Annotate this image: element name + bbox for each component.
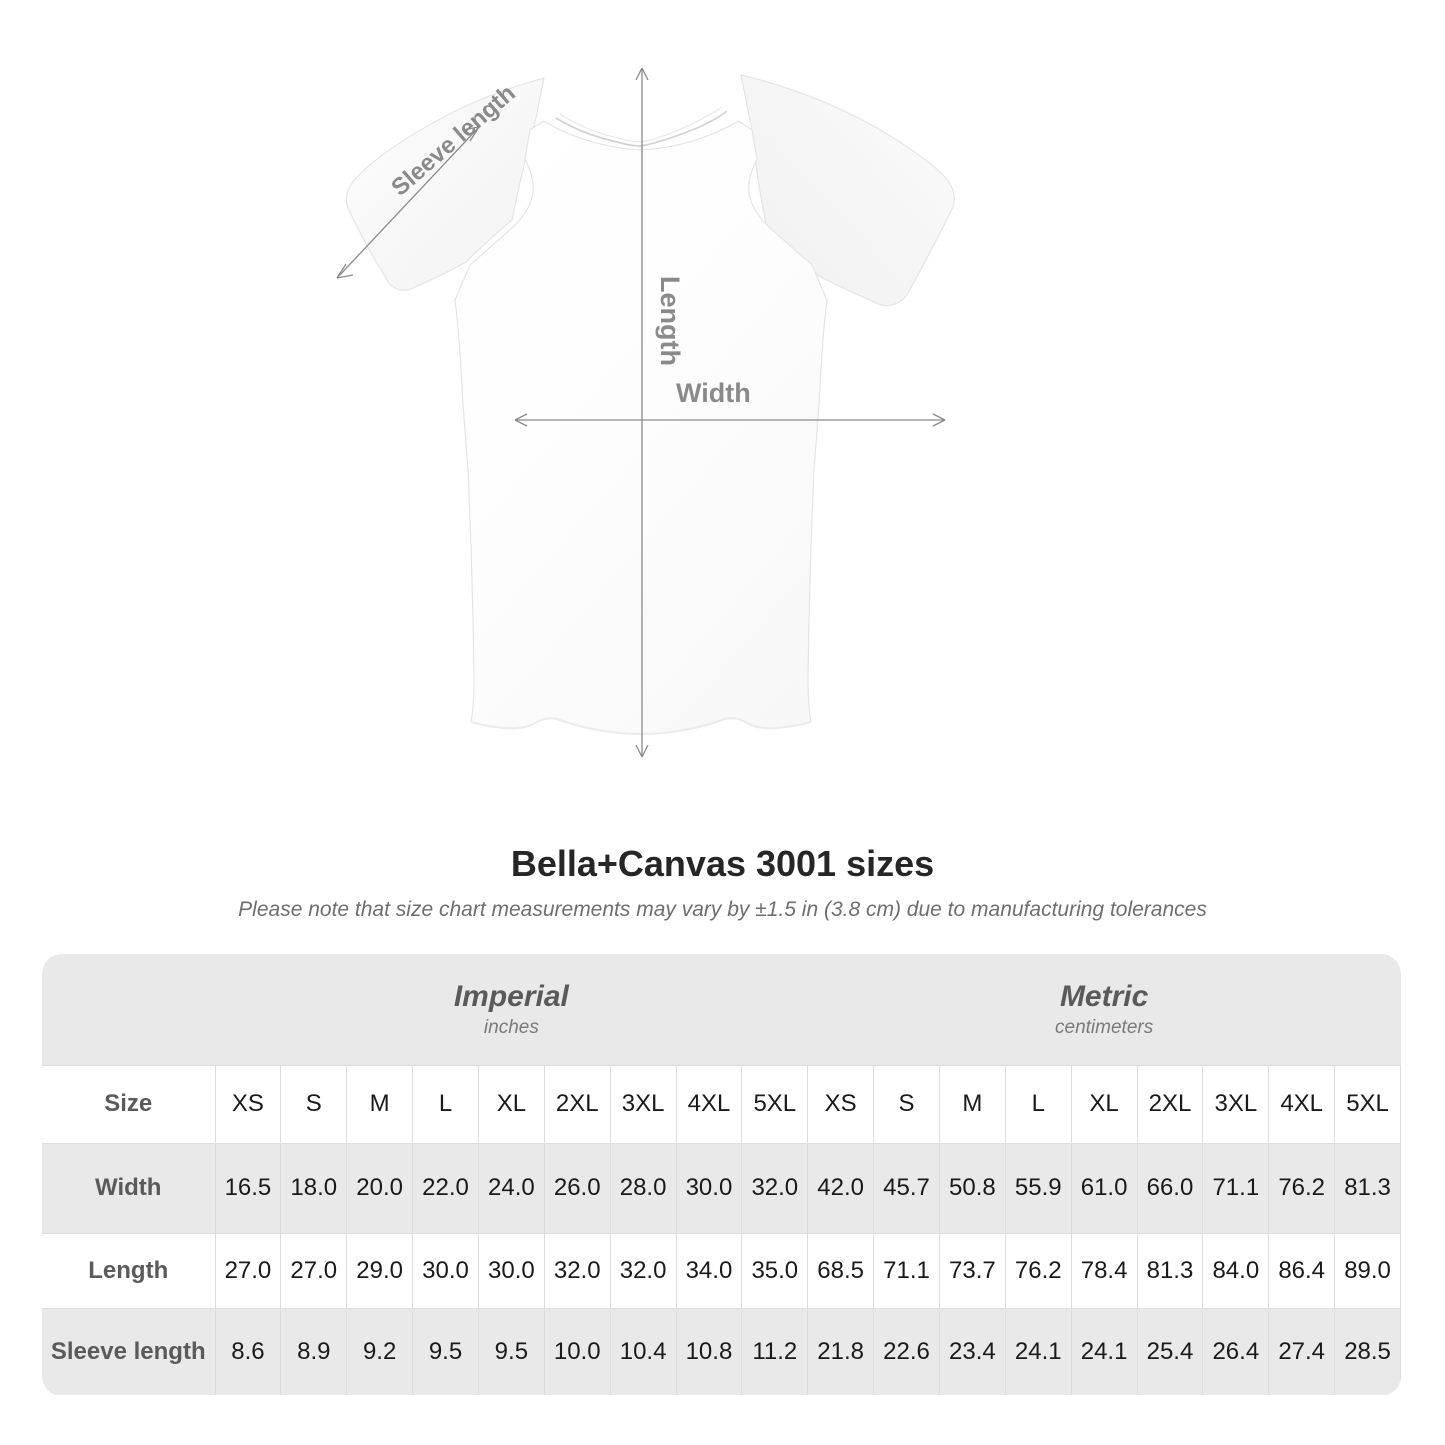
svg-text:Length: Length <box>655 276 685 366</box>
svg-text:Width: Width <box>676 378 751 408</box>
